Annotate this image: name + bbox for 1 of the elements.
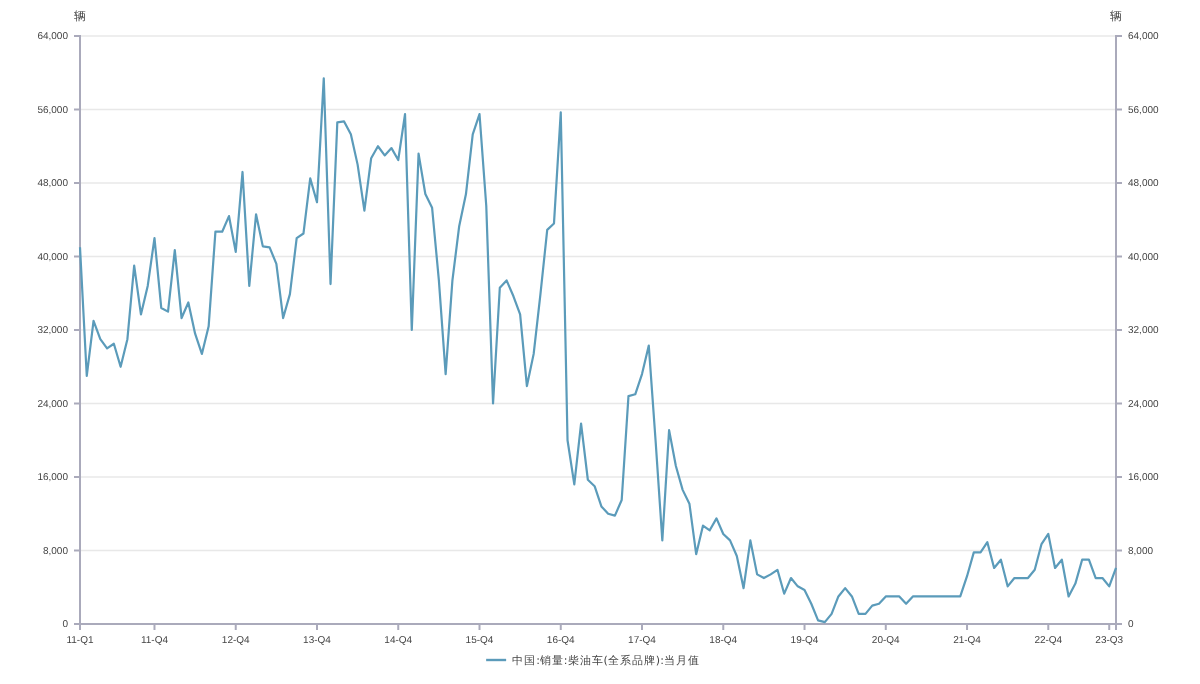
line-series	[78, 77, 1118, 624]
